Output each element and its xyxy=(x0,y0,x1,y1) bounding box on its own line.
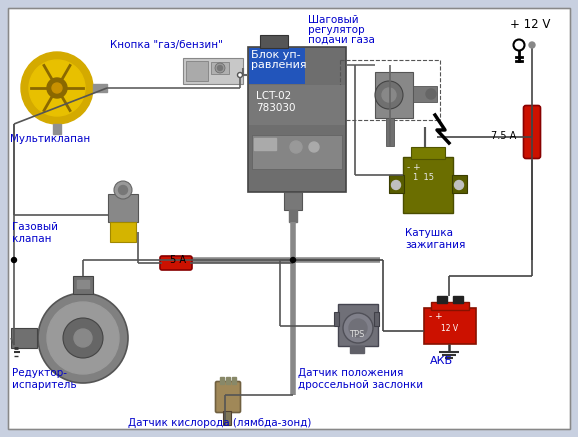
Circle shape xyxy=(215,63,225,73)
Text: TPS: TPS xyxy=(349,330,364,339)
Circle shape xyxy=(38,293,128,383)
Bar xyxy=(413,86,437,102)
Bar xyxy=(375,72,413,118)
Text: подачи газа: подачи газа xyxy=(308,35,375,45)
Text: Шаговый: Шаговый xyxy=(308,15,358,25)
Bar xyxy=(73,276,93,294)
Circle shape xyxy=(217,66,223,70)
Text: Блок уп-: Блок уп- xyxy=(251,50,301,60)
Circle shape xyxy=(52,83,62,93)
FancyBboxPatch shape xyxy=(216,382,240,413)
Bar xyxy=(254,138,276,150)
Bar xyxy=(374,312,379,326)
Bar xyxy=(252,135,342,169)
Circle shape xyxy=(29,60,85,116)
Bar xyxy=(284,192,302,210)
Bar xyxy=(108,194,138,222)
Text: Катушка: Катушка xyxy=(405,228,453,238)
Text: Кнопка "газ/бензин": Кнопка "газ/бензин" xyxy=(110,40,223,50)
Bar xyxy=(386,118,394,146)
Bar xyxy=(334,312,339,326)
Bar xyxy=(260,35,288,48)
Text: зажигания: зажигания xyxy=(405,240,465,250)
Circle shape xyxy=(291,257,295,263)
Circle shape xyxy=(349,319,367,337)
Bar xyxy=(350,346,364,353)
Bar xyxy=(232,377,236,384)
Circle shape xyxy=(118,185,128,194)
Bar xyxy=(11,328,37,348)
Text: испаритель: испаритель xyxy=(12,380,77,390)
Bar xyxy=(431,302,469,310)
Bar xyxy=(211,62,229,74)
Bar xyxy=(452,175,467,193)
Circle shape xyxy=(426,89,436,99)
Bar xyxy=(110,222,136,242)
Bar xyxy=(249,48,305,84)
Circle shape xyxy=(12,257,17,263)
Text: 1  15: 1 15 xyxy=(413,173,434,182)
Text: АКБ: АКБ xyxy=(430,356,453,366)
Circle shape xyxy=(47,302,119,374)
Bar xyxy=(403,157,453,213)
FancyBboxPatch shape xyxy=(160,256,192,270)
Text: 7.5 А: 7.5 А xyxy=(491,131,516,141)
Text: - +: - + xyxy=(429,312,443,321)
Circle shape xyxy=(114,181,132,199)
Text: клапан: клапан xyxy=(12,234,51,244)
Bar xyxy=(220,377,224,384)
Text: + 12 V: + 12 V xyxy=(510,18,550,31)
Circle shape xyxy=(74,329,92,347)
Text: дроссельной заслонки: дроссельной заслонки xyxy=(298,380,423,390)
Circle shape xyxy=(63,318,103,358)
Text: регулятор: регулятор xyxy=(308,25,365,35)
Bar xyxy=(411,147,445,159)
Circle shape xyxy=(529,42,535,48)
Circle shape xyxy=(290,141,302,153)
Bar xyxy=(289,210,297,222)
Circle shape xyxy=(391,180,401,190)
Circle shape xyxy=(47,78,67,98)
Circle shape xyxy=(454,180,464,190)
Circle shape xyxy=(382,88,396,102)
Text: равления: равления xyxy=(251,60,306,70)
FancyBboxPatch shape xyxy=(524,105,540,159)
Bar xyxy=(437,296,447,303)
Bar xyxy=(226,377,230,384)
Circle shape xyxy=(343,313,373,343)
Bar xyxy=(248,47,346,192)
Text: 5 А: 5 А xyxy=(170,255,186,265)
Text: 12 V: 12 V xyxy=(441,324,458,333)
Text: Датчик кислорода (лямбда-зонд): Датчик кислорода (лямбда-зонд) xyxy=(128,418,312,428)
Text: Датчик положения: Датчик положения xyxy=(298,368,403,378)
Circle shape xyxy=(309,142,319,152)
Bar xyxy=(93,84,107,92)
Circle shape xyxy=(375,81,403,109)
Bar xyxy=(249,85,345,125)
Bar xyxy=(338,304,378,346)
Bar xyxy=(424,308,476,344)
Bar xyxy=(53,124,61,134)
Bar xyxy=(186,61,208,81)
Circle shape xyxy=(21,52,93,124)
Bar xyxy=(389,175,404,193)
Bar xyxy=(77,280,89,288)
Text: Газовый: Газовый xyxy=(12,222,58,232)
Bar xyxy=(183,58,243,84)
Bar xyxy=(453,296,463,303)
Bar xyxy=(223,411,231,425)
Text: Мультиклапан: Мультиклапан xyxy=(10,134,90,144)
Text: Редуктор-: Редуктор- xyxy=(12,368,67,378)
Circle shape xyxy=(238,73,243,77)
Text: LCT-02
783030: LCT-02 783030 xyxy=(256,91,295,113)
Text: - +: - + xyxy=(407,163,421,172)
